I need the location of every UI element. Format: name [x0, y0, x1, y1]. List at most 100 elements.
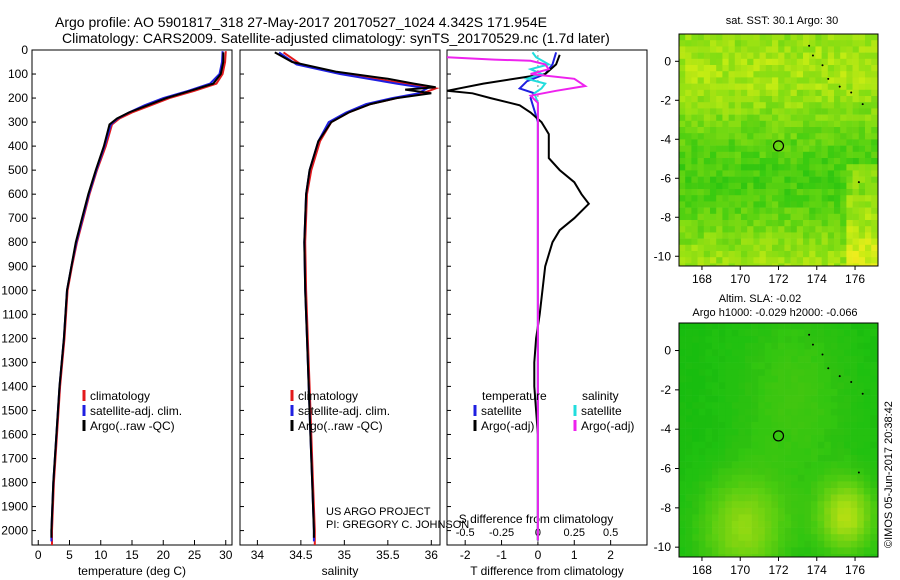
sst_map-cell: [803, 96, 810, 103]
sst_map-cell: [865, 102, 872, 109]
sst_map-cell: [858, 133, 866, 140]
sla_map-cell: [778, 514, 785, 522]
sla_map-cell: [692, 494, 700, 502]
sst_map-cell: [741, 251, 748, 258]
sla_map-cell: [863, 540, 871, 548]
sst_map-cell: [815, 89, 822, 97]
sst_map-cell: [741, 46, 748, 53]
sst_map-cell: [679, 263, 686, 266]
sst_map-cell: [697, 120, 705, 128]
sst_map-cell: [734, 77, 742, 84]
sla_map-cell: [725, 349, 733, 357]
sst_map-cell: [858, 102, 866, 109]
sst_map-cell: [790, 182, 798, 190]
sst_map-cell: [815, 145, 822, 153]
sst_map-cell: [710, 176, 717, 184]
sla_map-cell: [797, 336, 805, 344]
sla_map-cell: [857, 474, 865, 482]
sla_map-cell: [791, 521, 799, 528]
sla_map-cell: [718, 349, 726, 357]
difference-legend-s-title: salinity: [582, 389, 619, 403]
sst_map-cell: [840, 207, 847, 215]
sst_map-cell: [834, 46, 841, 53]
sst_map-cell: [821, 244, 829, 252]
sla_map-cell: [771, 422, 779, 429]
sla_map-cell: [705, 514, 713, 522]
sla_map-cell: [870, 408, 878, 416]
sst_map-cell: [679, 46, 686, 53]
sst_map-cell: [716, 182, 723, 190]
sst_map-cell: [697, 102, 705, 109]
sst_map-cell: [846, 189, 853, 196]
sla_map-cell: [725, 540, 733, 548]
sst_map-cell: [697, 182, 705, 190]
sst_map-cell: [679, 58, 686, 66]
sla_map-cell: [863, 382, 871, 390]
sst_map-cell: [865, 195, 872, 202]
sla_map-cell: [758, 329, 766, 337]
sst_map-cell: [685, 164, 692, 171]
sst_map-cell: [691, 220, 698, 227]
sla_map-cell: [745, 408, 752, 416]
sst_map-cell: [784, 201, 791, 208]
sla_map-cell: [771, 514, 779, 522]
sst_map-cell: [710, 158, 717, 165]
sst_map-cell: [741, 58, 748, 66]
sst_map-cell: [803, 58, 810, 66]
sla_map-cell: [725, 323, 733, 330]
sla_map-cell: [751, 428, 759, 436]
sst_map-cell: [734, 207, 742, 215]
sla_map-cell: [679, 402, 686, 410]
sla_map-cell: [731, 481, 739, 489]
sla_map-cell: [705, 356, 713, 363]
sla_map-cell: [811, 514, 818, 522]
sst_map-cell: [790, 83, 798, 91]
sla_map-cell: [771, 554, 779, 557]
sla_map-cell: [824, 382, 832, 390]
sst_map-cell: [734, 220, 742, 227]
sst_map-cell: [809, 145, 816, 153]
sla_map-cell: [778, 501, 785, 509]
sst_map-cell: [834, 257, 841, 264]
sla_map-cell: [811, 323, 818, 330]
sst_map-cell: [796, 195, 804, 202]
sst_map-cell: [734, 251, 742, 258]
sla_map-cell: [778, 441, 785, 449]
sla_map-cell: [824, 408, 832, 416]
sla_map-cell: [850, 554, 858, 557]
sla_map-cell: [679, 540, 686, 548]
sst_map-cell: [784, 83, 791, 91]
sla_map-cell: [824, 415, 832, 423]
sla_map-cell: [725, 474, 733, 482]
sst_map-cell: [703, 176, 711, 184]
sla_map-cell: [751, 389, 759, 396]
sst_map-cell: [790, 263, 798, 266]
sla_map-cell: [870, 329, 878, 337]
sla_map-cell: [778, 369, 785, 377]
sla_map-cell: [712, 507, 719, 515]
sla_map-cell: [712, 356, 719, 363]
sla_map-cell: [817, 488, 825, 495]
sst_map-cell: [834, 232, 841, 239]
salinity-series-satellite: [278, 51, 430, 542]
sla_map-cell: [837, 441, 845, 449]
sst_map-cell: [865, 34, 872, 41]
difference-stick-label: 0.25: [564, 527, 585, 539]
sst_map-cell: [809, 176, 816, 184]
sst_map-cell: [741, 127, 748, 134]
sst_map-cell: [815, 71, 822, 78]
sst_map-ytick-label: -2: [660, 93, 671, 107]
sla_map-cell: [857, 547, 865, 555]
sst_map-cell: [834, 151, 841, 159]
sla_map-cell: [738, 488, 746, 495]
sla_map-cell: [804, 554, 812, 557]
sst_map-cell: [871, 71, 878, 78]
sst_map-cell: [691, 238, 698, 246]
sst_map-cell: [703, 201, 711, 208]
temperature-legend-label: satellite-adj. clim.: [90, 404, 182, 418]
sst_map-cell: [716, 232, 723, 239]
temperature-xtick-label: 20: [157, 548, 171, 562]
project-label: US ARGO PROJECT: [326, 506, 431, 518]
sla_map-cell: [791, 540, 799, 548]
sst_map-cell: [772, 238, 779, 246]
